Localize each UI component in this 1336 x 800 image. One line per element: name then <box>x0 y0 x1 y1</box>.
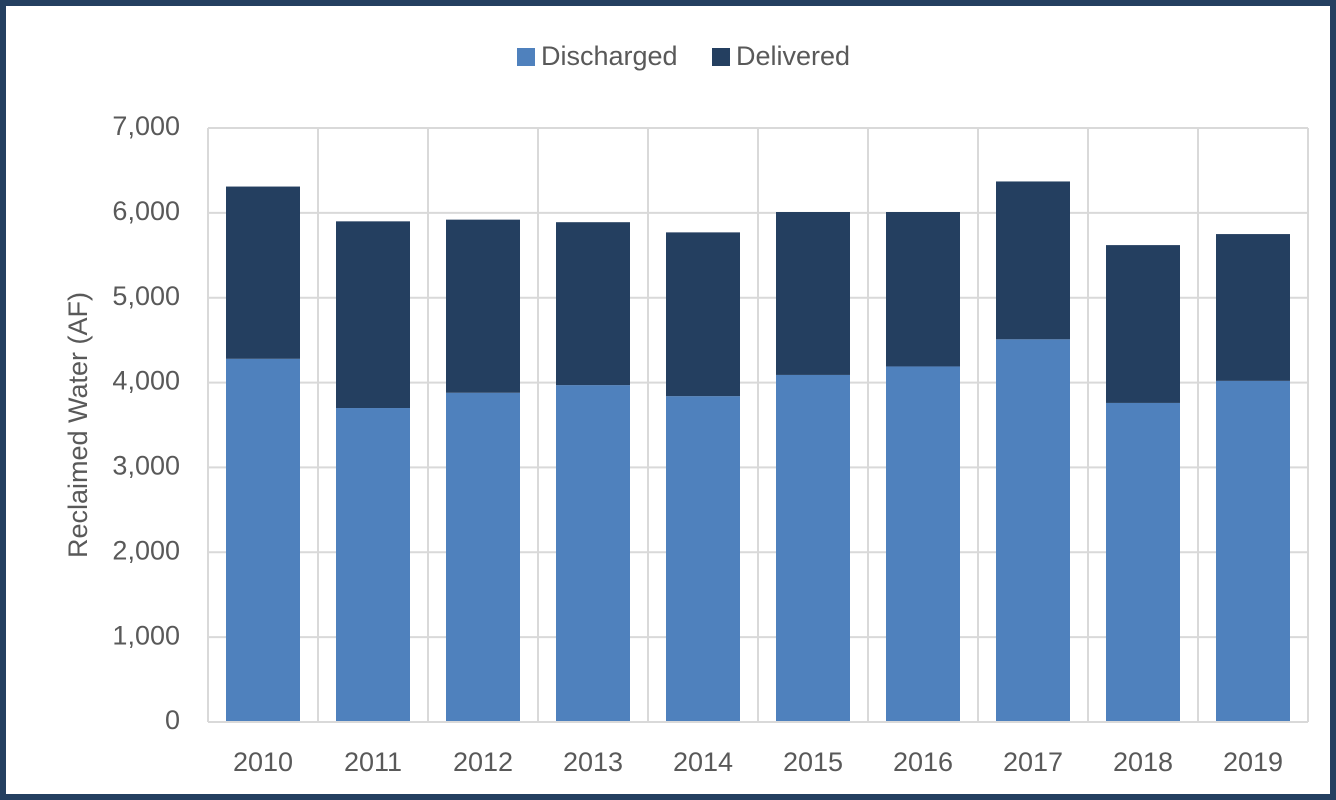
bar-segment <box>1106 402 1180 722</box>
legend-swatch <box>517 48 535 66</box>
x-tick-label: 2012 <box>453 747 513 777</box>
legend-label: Delivered <box>736 41 850 71</box>
x-tick-label: 2015 <box>783 747 843 777</box>
bar-segment <box>1216 380 1290 722</box>
y-tick-label: 0 <box>165 705 180 735</box>
bar-segment <box>556 222 630 386</box>
bar-segment <box>556 385 630 722</box>
x-tick-label: 2017 <box>1003 747 1063 777</box>
y-tick-label: 3,000 <box>112 451 180 481</box>
x-tick-label: 2011 <box>344 747 402 777</box>
bar-segment <box>446 219 520 393</box>
bar-segment <box>1106 245 1180 403</box>
x-tick-label: 2016 <box>893 747 953 777</box>
x-tick-label: 2010 <box>233 747 293 777</box>
bar-segment <box>996 181 1070 340</box>
bar-segment <box>336 221 410 409</box>
bar-segment <box>776 212 850 375</box>
y-tick-label: 6,000 <box>112 196 180 226</box>
bar-segment <box>226 358 300 722</box>
y-tick-label: 5,000 <box>112 281 180 311</box>
x-tick-label: 2014 <box>673 747 733 777</box>
y-tick-label: 7,000 <box>112 111 180 141</box>
y-tick-label: 4,000 <box>112 366 180 396</box>
bar-segment <box>226 186 300 359</box>
bar-segment <box>446 392 520 722</box>
x-tick-label: 2018 <box>1113 747 1173 777</box>
legend-label: Discharged <box>541 41 678 71</box>
bar-segment <box>886 212 960 367</box>
y-tick-label: 1,000 <box>112 620 180 650</box>
x-tick-label: 2013 <box>563 747 623 777</box>
bar-segment <box>886 366 960 722</box>
bar-segment <box>776 374 850 722</box>
bar-segment <box>996 339 1070 722</box>
bar-segment <box>666 396 740 722</box>
y-tick-label: 2,000 <box>112 535 180 565</box>
legend-swatch <box>712 48 730 66</box>
bar-segment <box>666 232 740 397</box>
y-axis-label: Reclaimed Water (AF) <box>63 292 93 558</box>
bar-segment <box>336 408 410 722</box>
x-tick-label: 2019 <box>1223 747 1283 777</box>
bar-segment <box>1216 234 1290 381</box>
